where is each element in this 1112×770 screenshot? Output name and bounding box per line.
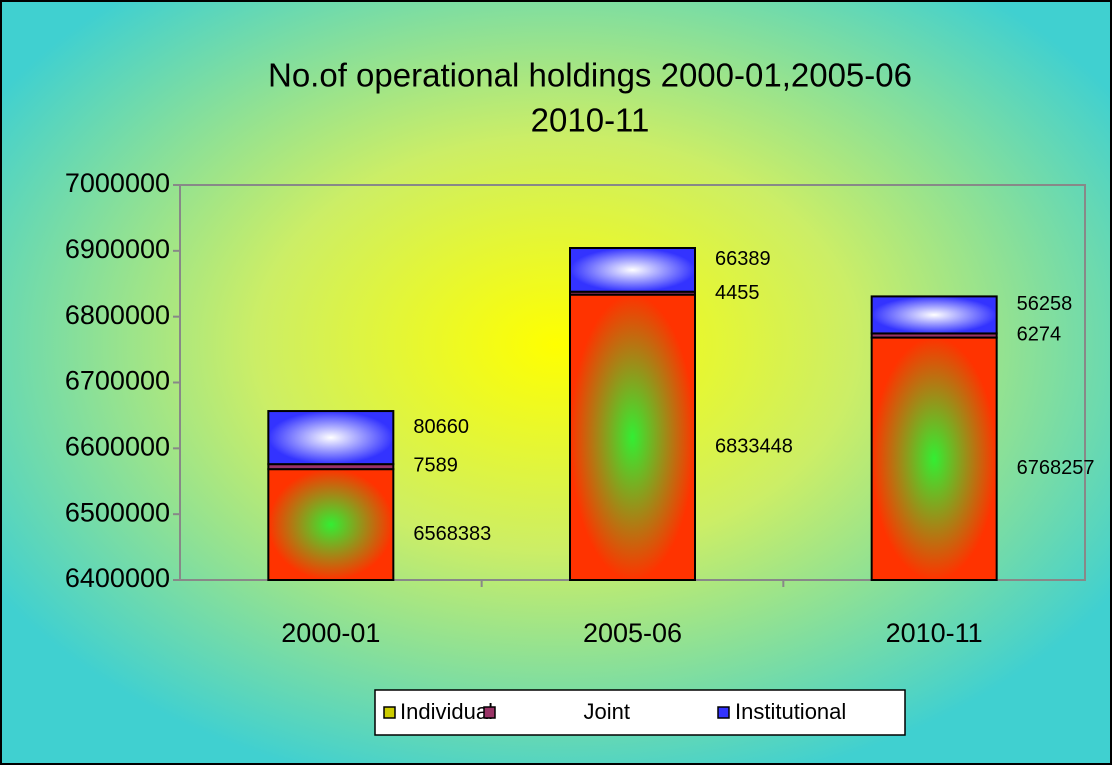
legend-marker — [717, 706, 730, 719]
data-label: 7589 — [413, 454, 458, 476]
bar-segment — [267, 410, 395, 466]
bar-segment — [870, 295, 998, 335]
legend-marker — [483, 706, 496, 719]
y-tick-label: 6500000 — [65, 497, 170, 527]
legend-marker — [383, 706, 396, 719]
data-label: 6833448 — [715, 436, 793, 458]
data-label: 56258 — [1017, 293, 1073, 315]
x-tick-label: 2000-01 — [281, 618, 380, 648]
legend-label: Institutional — [735, 699, 846, 724]
legend-label: Joint — [584, 699, 630, 724]
legend — [374, 689, 906, 736]
data-label: 6768257 — [1017, 457, 1095, 479]
bar-segment — [267, 468, 395, 581]
y-tick-label: 7000000 — [65, 168, 170, 198]
y-tick-label: 6800000 — [65, 300, 170, 330]
data-label: 66389 — [715, 248, 771, 270]
y-tick-label: 6400000 — [65, 563, 170, 593]
bar-segment — [569, 293, 696, 581]
y-tick-label: 6900000 — [65, 234, 170, 264]
y-tick-label: 6600000 — [65, 431, 170, 461]
legend-label: Individual — [400, 699, 493, 724]
bar-segment — [870, 336, 998, 581]
x-tick-label: 2005-06 — [583, 618, 682, 648]
data-label: 6568383 — [413, 523, 491, 545]
y-tick-label: 6700000 — [65, 366, 170, 396]
bar-segment — [569, 247, 696, 293]
data-label: 80660 — [413, 416, 469, 438]
chart-title: 2010-11 — [531, 102, 650, 139]
chart-title: No.of operational holdings 2000-01,2005-… — [268, 57, 912, 94]
data-label: 4455 — [715, 282, 760, 304]
data-label: 6274 — [1017, 324, 1062, 346]
x-tick-label: 2010-11 — [886, 618, 983, 648]
